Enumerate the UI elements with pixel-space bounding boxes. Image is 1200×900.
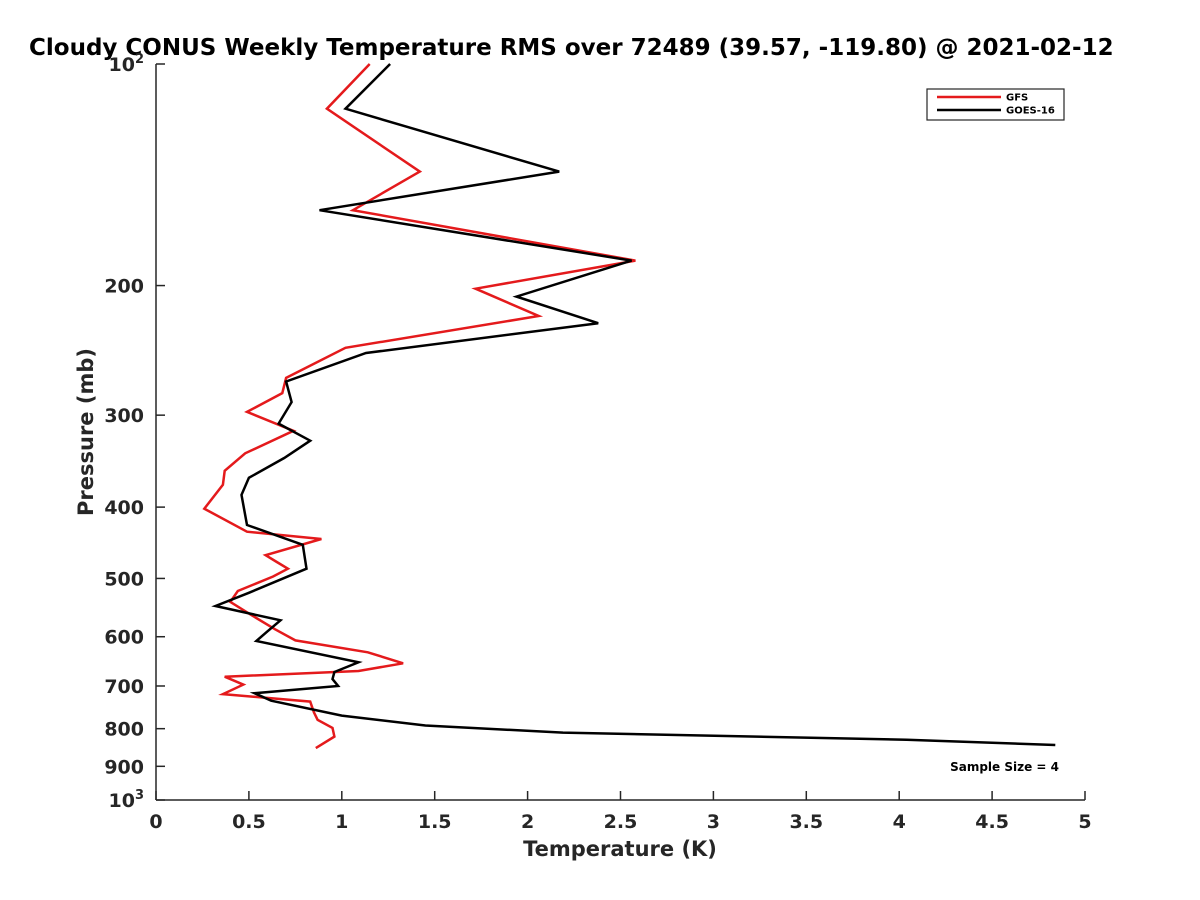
y-tick-label: 300 <box>104 405 144 427</box>
y-tick-label-exponent: 3 <box>135 788 144 803</box>
x-tick-label: 0 <box>149 811 162 833</box>
y-tick-label-base: 600 <box>104 627 144 649</box>
y-tick-label-base: 900 <box>104 756 144 778</box>
series-lines <box>202 63 1056 750</box>
y-tick-label-base: 400 <box>104 497 144 519</box>
legend-box <box>926 88 1065 121</box>
plot-area <box>155 64 1085 801</box>
y-tick-label: 103 <box>109 788 145 812</box>
chart-legend: GFS GOES-16 <box>926 88 1065 121</box>
series-line-gfs <box>202 63 636 750</box>
y-tick-label: 700 <box>104 676 144 698</box>
x-tick-label: 2 <box>521 811 534 833</box>
x-tick-label: 5 <box>1078 811 1091 833</box>
y-tick-label: 400 <box>104 497 144 519</box>
legend-label-goes-16: GOES-16 <box>1006 106 1055 117</box>
series-line-goes-16 <box>211 63 1056 747</box>
x-tick-label: 4.5 <box>975 811 1009 833</box>
x-tick-label: 3 <box>707 811 720 833</box>
y-tick-label-base: 10 <box>109 790 135 812</box>
x-ticks: 0 0.5 1 1.5 2 2.5 3 3.5 4 4.5 5 <box>149 791 1092 833</box>
sample-size-annotation: Sample Size = 4 <box>950 760 1059 774</box>
y-tick-label: 200 <box>104 276 144 298</box>
y-axis-label: Pressure (mb) <box>74 348 98 516</box>
y-tick-label: 800 <box>104 719 144 741</box>
x-tick-label: 4 <box>893 811 906 833</box>
chart-title: Cloudy CONUS Weekly Temperature RMS over… <box>29 35 1114 61</box>
y-tick-label-base: 200 <box>104 276 144 298</box>
x-tick-label: 1.5 <box>418 811 452 833</box>
legend-label-gfs: GFS <box>1006 93 1028 104</box>
x-tick-label: 3.5 <box>789 811 823 833</box>
y-tick-label-base: 300 <box>104 405 144 427</box>
y-tick-label: 500 <box>104 568 144 590</box>
y-tick-label-base: 800 <box>104 719 144 741</box>
y-tick-label-exponent: 2 <box>135 52 144 67</box>
x-tick-label: 1 <box>335 811 348 833</box>
y-tick-label-base: 500 <box>104 568 144 590</box>
y-tick-label: 900 <box>104 756 144 778</box>
x-tick-label: 0.5 <box>232 811 266 833</box>
y-tick-label: 102 <box>109 52 145 76</box>
x-tick-label: 2.5 <box>604 811 638 833</box>
x-axis-label: Temperature (K) <box>523 837 717 861</box>
y-tick-label-base: 10 <box>109 54 135 76</box>
y-tick-label-base: 700 <box>104 676 144 698</box>
y-tick-label: 600 <box>104 627 144 649</box>
plot-background <box>156 64 1085 800</box>
